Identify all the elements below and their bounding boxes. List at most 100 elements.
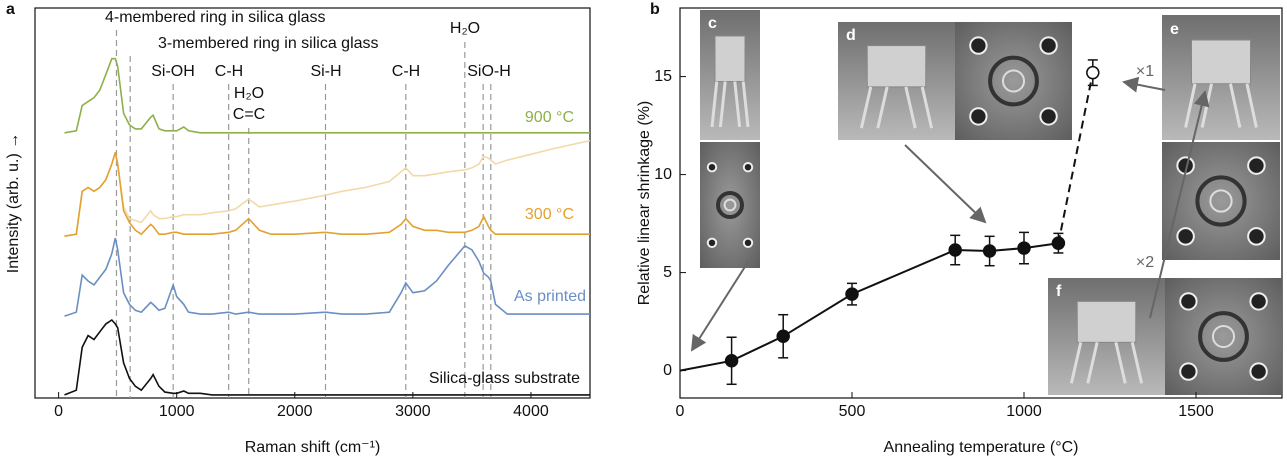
sem-leg (1069, 342, 1083, 384)
arrow (1122, 76, 1166, 93)
panel-label: a (6, 1, 15, 18)
y-tick-label: 5 (663, 264, 672, 281)
insets (700, 10, 1282, 395)
spectrum (64, 57, 590, 134)
data-point (776, 329, 790, 344)
y-axis-label: Relative linear shrinkage (%) (636, 101, 653, 306)
x-tick-label: 500 (839, 403, 866, 420)
sem-leg (1228, 83, 1242, 128)
arrow (690, 261, 749, 352)
data-point (982, 244, 997, 258)
x-tick-label: 1500 (1178, 403, 1214, 420)
inset-label: c (708, 15, 717, 32)
x-tick-label: 1000 (159, 403, 195, 420)
sem-leg (1249, 362, 1268, 381)
sem-image (700, 142, 760, 268)
y-tick-label: 15 (654, 68, 672, 85)
x-tick-label: 4000 (513, 403, 549, 420)
data-point (1086, 65, 1100, 80)
plot-frame-a (34, 7, 591, 399)
data-point (1017, 241, 1031, 255)
series-label: As printed (514, 288, 586, 305)
sem-leg (1179, 292, 1198, 311)
annotation: C-H (215, 63, 243, 80)
series-label: 300 °C (525, 206, 574, 223)
sem-body (1076, 300, 1137, 343)
sem-leg (876, 86, 889, 129)
y-axis-label: Intensity (arb. u.) → (5, 133, 22, 274)
data-point (1051, 236, 1066, 250)
spectrum (64, 139, 591, 237)
y-tick-label: 10 (654, 166, 672, 183)
y-tick-label: 0 (663, 362, 672, 379)
sem-ring (1198, 311, 1249, 362)
x-tick-label: 1000 (1006, 403, 1042, 420)
sem-leg (920, 86, 934, 129)
sem-leg (1245, 83, 1258, 128)
annotation: SiO-H (467, 63, 511, 80)
sem-leg (706, 237, 718, 249)
sem-leg (1247, 156, 1266, 175)
annotation: H₂O (450, 20, 480, 37)
annotation: C=C (233, 106, 265, 123)
x-tick-label: 0 (676, 403, 685, 420)
sem-leg (742, 162, 754, 173)
sem-ring (716, 191, 744, 219)
data-point (845, 287, 859, 301)
sem-leg (706, 162, 718, 173)
sem-ring (1195, 175, 1247, 227)
sem-leg (1179, 362, 1198, 381)
sem-leg (1184, 83, 1197, 128)
arrow (1149, 90, 1210, 319)
sem-body (1191, 39, 1251, 85)
annotation: Si-OH (151, 63, 195, 80)
x-axis-label: Raman shift (cm⁻¹) (245, 439, 381, 456)
series-label: 900 °C (525, 109, 574, 126)
sem-leg (859, 86, 873, 129)
x-tick-label: 0 (54, 403, 63, 420)
series-label: Silica-glass substrate (429, 370, 580, 387)
sem-ring (1209, 189, 1233, 213)
sem-leg (969, 36, 988, 55)
annotation: Si-H (310, 63, 341, 80)
data-point (948, 243, 962, 257)
data-point (724, 354, 739, 368)
sem-leg (1247, 227, 1266, 246)
x-tick-label: 3000 (395, 403, 431, 420)
annotation: 4-membered ring in silica glass (105, 9, 326, 26)
sem-leg (1130, 342, 1144, 384)
sem-leg (1176, 227, 1195, 246)
panel-label: b (650, 1, 660, 18)
sem-leg (1039, 107, 1058, 126)
sem-leg (741, 81, 750, 128)
sem-body (714, 35, 746, 82)
x-axis-label: Annealing temperature (°C) (884, 439, 1079, 456)
sem-ring (1001, 69, 1026, 93)
sem-ring (988, 55, 1039, 107)
sem-ring (723, 198, 737, 212)
annotation: ×2 (1136, 254, 1154, 271)
sem-leg (718, 81, 727, 128)
sem-leg (742, 237, 754, 249)
inset-label: d (846, 27, 856, 44)
spectrum (64, 318, 590, 396)
sem-leg (1039, 36, 1058, 55)
sem-body (866, 45, 927, 88)
inset-label: e (1170, 21, 1179, 38)
annotation: H₂O (234, 85, 264, 102)
spectrum (64, 152, 590, 237)
sem-leg (1114, 342, 1127, 384)
annotation: 3-membered ring in silica glass (158, 35, 379, 52)
sem-leg (969, 107, 988, 126)
sem-leg (710, 81, 719, 128)
annotation: ×1 (1136, 63, 1154, 80)
spectrum (64, 237, 590, 317)
plot-frame-b (679, 7, 1283, 399)
annotation: C-H (392, 63, 420, 80)
x-tick-label: 2000 (277, 403, 313, 420)
sem-ring (1211, 324, 1236, 349)
sem-leg (1086, 342, 1099, 384)
sem-leg (904, 86, 917, 129)
inset-label: f (1056, 283, 1062, 300)
